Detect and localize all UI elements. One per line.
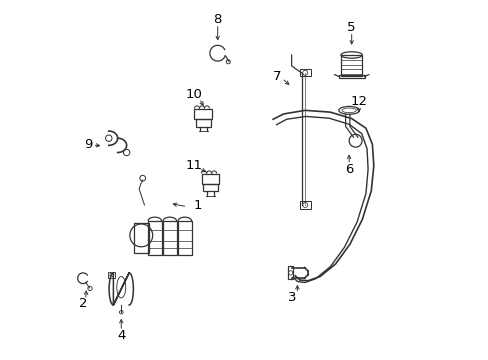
Text: 9: 9 <box>83 138 92 151</box>
Text: 8: 8 <box>213 13 222 26</box>
Bar <box>194 109 212 119</box>
Text: 7: 7 <box>272 70 280 83</box>
Text: 6: 6 <box>344 163 353 176</box>
Bar <box>299 202 310 208</box>
Bar <box>148 221 162 255</box>
Bar <box>178 221 191 255</box>
Bar <box>134 223 148 253</box>
Text: 10: 10 <box>185 88 203 101</box>
Text: 1: 1 <box>193 198 202 212</box>
Text: 5: 5 <box>346 21 355 33</box>
Text: 3: 3 <box>288 291 296 305</box>
Text: 2: 2 <box>79 297 87 310</box>
Bar <box>201 174 219 184</box>
Bar <box>340 55 362 76</box>
Text: 12: 12 <box>349 95 366 108</box>
Bar <box>108 272 115 278</box>
Text: 4: 4 <box>117 329 125 342</box>
Bar <box>338 75 364 78</box>
Bar <box>299 69 310 76</box>
Bar <box>288 266 292 279</box>
Text: 11: 11 <box>185 159 203 172</box>
Bar <box>195 119 211 127</box>
Bar <box>163 221 176 255</box>
Bar <box>203 184 218 192</box>
